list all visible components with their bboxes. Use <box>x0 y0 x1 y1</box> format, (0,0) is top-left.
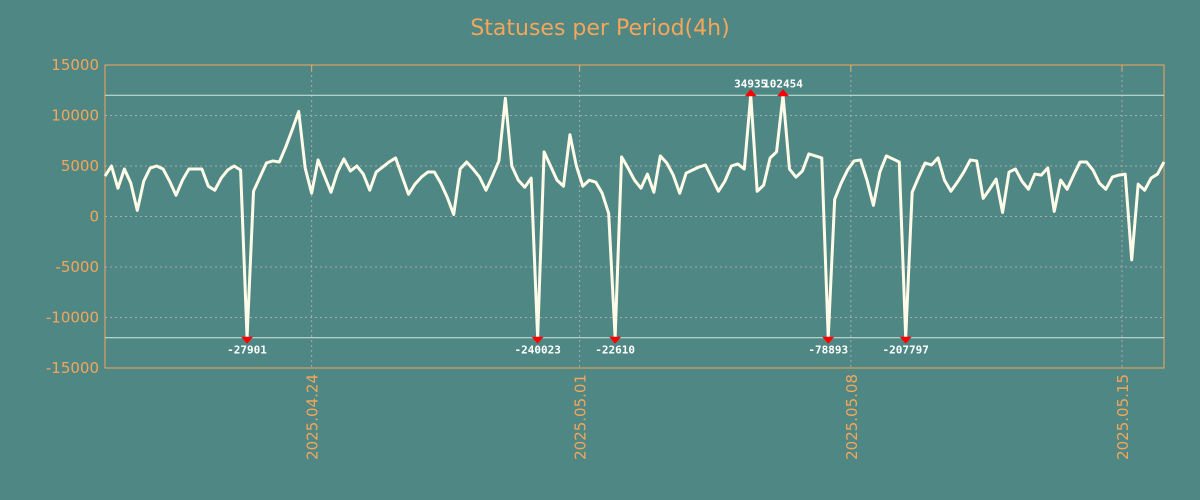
y-tick-label: -10000 <box>46 309 99 327</box>
y-tick-label: 5000 <box>61 157 99 175</box>
y-tick-label: 15000 <box>51 56 99 74</box>
x-tick-label: 2025.04.24 <box>304 374 322 460</box>
x-tick-label: 2025.05.08 <box>843 374 861 460</box>
data-label: 102454 <box>763 77 803 90</box>
data-label: -22610 <box>595 344 635 357</box>
y-tick-label: -5000 <box>55 258 99 276</box>
clip-marker <box>744 89 757 97</box>
series-line <box>103 93 1166 340</box>
chart-title: Statuses per Period(4h) <box>470 16 730 41</box>
clip-marker <box>899 336 912 344</box>
data-label: -78893 <box>808 344 848 357</box>
clip-marker <box>531 336 544 344</box>
x-tick-label: 2025.05.15 <box>1114 374 1132 460</box>
y-tick-label: 10000 <box>51 107 99 125</box>
clip-marker <box>241 336 254 344</box>
clip-marker <box>777 89 790 97</box>
y-tick-label: 0 <box>89 208 99 226</box>
data-label: -27901 <box>227 344 267 357</box>
data-label: -207797 <box>883 344 929 357</box>
y-tick-label: -15000 <box>46 359 99 377</box>
clip-marker <box>609 336 622 344</box>
x-tick-label: 2025.05.01 <box>572 374 590 460</box>
clip-marker <box>822 336 835 344</box>
data-label: 34935 <box>734 77 767 90</box>
data-label: -240023 <box>514 344 560 357</box>
